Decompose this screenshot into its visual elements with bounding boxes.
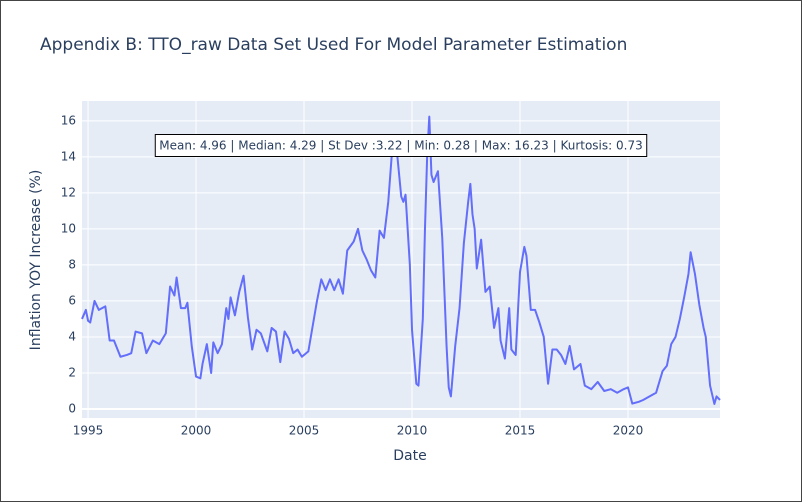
y-tick-label: 16	[61, 113, 76, 127]
y-tick-label: 2	[68, 365, 76, 379]
y-tick-label: 0	[68, 401, 76, 415]
y-tick-label: 10	[61, 221, 76, 235]
x-tick-label: 2000	[181, 424, 212, 438]
x-tick-label: 2015	[505, 424, 536, 438]
x-tick-label: 2010	[397, 424, 428, 438]
x-tick-label: 1995	[73, 424, 104, 438]
x-axis-title: Date	[393, 448, 426, 464]
x-tick-label: 2020	[613, 424, 644, 438]
chart-title: Appendix B: TTO_raw Data Set Used For Mo…	[40, 35, 627, 55]
annotation: Mean: 4.96 | Median: 4.29 | St Dev :3.22…	[154, 134, 648, 157]
annotation-text: Mean: 4.96 | Median: 4.29 | St Dev :3.22…	[159, 139, 642, 153]
y-tick-label: 12	[61, 185, 76, 199]
y-tick-label: 8	[68, 257, 76, 271]
y-axis-title: Inflation YOY Increase (%)	[28, 170, 44, 351]
y-tick-label: 4	[68, 329, 76, 343]
line	[81, 115, 721, 405]
y-tick-label: 14	[61, 149, 76, 163]
annotation-box	[154, 134, 648, 157]
x-tick-label: 2005	[289, 424, 320, 438]
y-tick-label: 6	[68, 293, 76, 307]
